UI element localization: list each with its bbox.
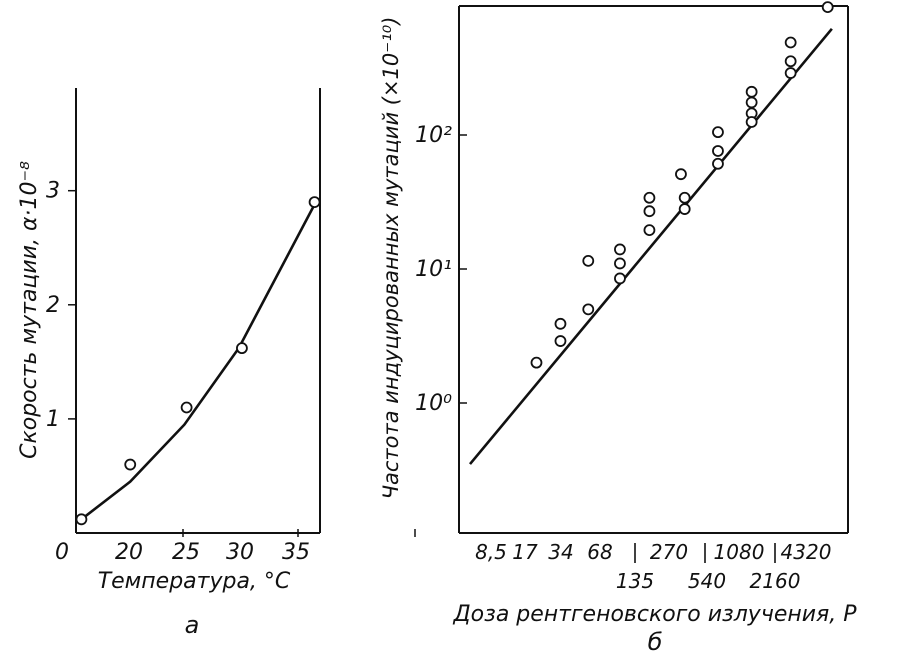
panel-a-x-label: Температура, °С xyxy=(98,569,291,594)
panel-a-label: а xyxy=(185,611,200,639)
panel-a-y-tick-label: 2 xyxy=(46,293,60,318)
panel-b-data-point xyxy=(712,145,724,157)
panel-b-data-point xyxy=(745,85,758,98)
panel-a-data-point xyxy=(180,401,193,414)
panel-b-data-point xyxy=(530,356,543,369)
panel-a-data-point xyxy=(124,458,137,471)
panel-b-y-label: Частота индуцированных мутаций (×10⁻¹⁰) xyxy=(379,17,403,500)
panel-b-data-point xyxy=(678,191,691,204)
panel-b-x-tick-label: 540 xyxy=(688,569,726,593)
panel-a-x-tick-label: 30 xyxy=(226,540,254,565)
panel-a-x-tick-label: 0 xyxy=(55,540,69,565)
panel-b-data-point xyxy=(821,1,834,14)
panel-b-data-point xyxy=(678,203,691,215)
panel-b-data-point xyxy=(745,96,758,109)
panel-a-temperature-chart: 0 20 25 30 35 1 2 3 Температура, °С Скорость му… xyxy=(17,88,416,639)
panel-b-data-point xyxy=(712,126,724,139)
panel-b-data-point xyxy=(614,243,626,256)
panel-b-x-tick-label: 8,5 xyxy=(475,540,507,564)
panel-b-y-tick-label: 10² xyxy=(415,123,452,148)
panel-a-x-tick-label: 20 xyxy=(115,540,143,565)
panel-b-x-tick-label: 68 xyxy=(587,540,612,564)
panel-b-x-tick-label: 135 xyxy=(616,569,654,593)
panel-b-data-point xyxy=(582,254,595,267)
panel-a-y-tick-label: 3 xyxy=(46,179,60,204)
panel-a-data-point xyxy=(236,342,248,355)
panel-a-data-point xyxy=(308,196,321,209)
panel-b-data-point xyxy=(643,205,656,218)
panel-b-data-point xyxy=(554,317,567,330)
panel-a-x-tick-label: 35 xyxy=(282,540,310,565)
panel-a-y-label: Скорость мутации, α·10⁻⁸ xyxy=(17,161,42,459)
panel-b-data-point xyxy=(675,168,687,181)
panel-b-x-label: Доза рентгеновского излучения, Р xyxy=(452,602,857,627)
panel-b-data-point xyxy=(745,116,758,128)
panel-b-x-tick-label: 4320 xyxy=(781,540,832,564)
panel-b-fit-line xyxy=(469,27,833,465)
panel-b-label: б xyxy=(648,628,663,656)
panel-b-x-tick-label: 1080 xyxy=(714,540,765,564)
panel-b-x-tick-label: 2160 xyxy=(750,569,801,593)
panel-b-x-tick-label: 17 xyxy=(512,540,538,564)
panel-b-x-tick-label: 34 xyxy=(548,540,573,564)
panel-b-data-point xyxy=(643,224,656,237)
panel-b-data-point xyxy=(712,157,724,170)
panel-b-data-point xyxy=(784,67,797,79)
panel-a-x-tick-label: 25 xyxy=(172,540,200,565)
panel-a-data-point xyxy=(75,513,88,526)
panel-b-data-point xyxy=(582,303,595,316)
panel-b-data-point xyxy=(784,36,797,49)
panel-b-y-tick-label: 10⁰ xyxy=(415,391,452,416)
panel-b-data-point xyxy=(614,257,626,270)
panel-a-fit-curve xyxy=(80,203,316,521)
panel-a-y-tick-label: 1 xyxy=(46,407,60,432)
panel-b-x-tick-label: 270 xyxy=(650,540,688,564)
panel-b-data-point xyxy=(784,55,797,68)
panel-b-data-point xyxy=(554,335,567,347)
panel-b-data-point xyxy=(614,272,626,285)
panel-b-data-point xyxy=(643,191,656,204)
panel-b-y-tick-label: 10¹ xyxy=(415,257,452,282)
